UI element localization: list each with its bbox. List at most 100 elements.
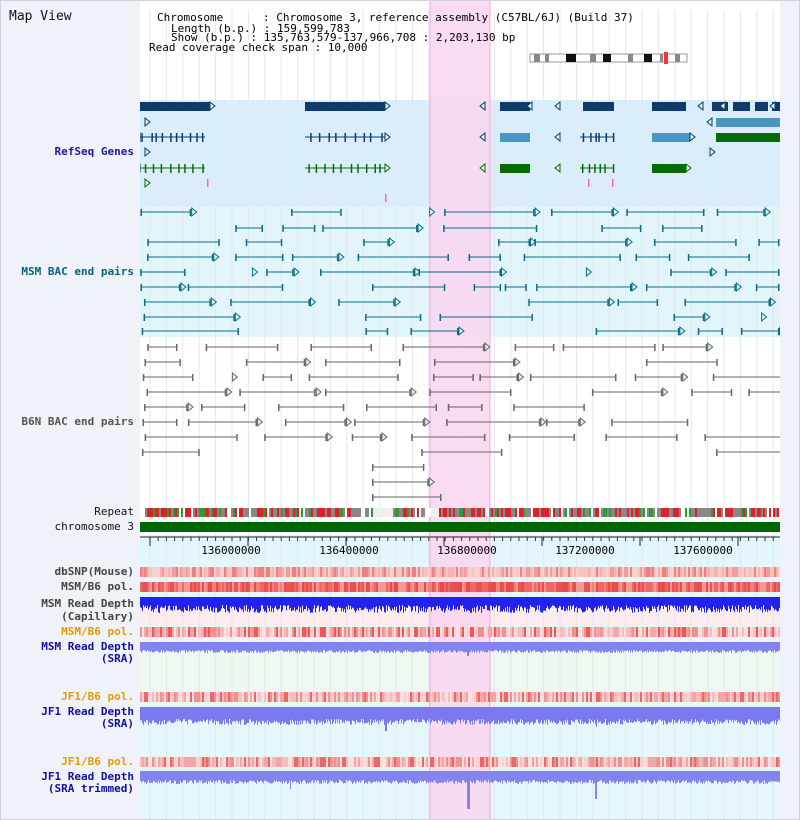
- repeat-segment: [207, 508, 209, 517]
- heat-cell: [142, 757, 144, 767]
- depth-bar: [512, 771, 513, 782]
- heat-cell: [358, 627, 360, 637]
- heat-cell: [162, 627, 164, 637]
- heat-cell: [402, 757, 404, 767]
- depth-bar: [611, 642, 612, 653]
- depth-bar: [523, 771, 524, 782]
- depth-bar: [332, 771, 333, 781]
- depth-bar: [208, 707, 209, 725]
- heat-cell: [582, 757, 584, 767]
- depth-bar: [219, 597, 220, 612]
- heat-cell: [702, 567, 704, 577]
- depth-bar: [164, 771, 165, 782]
- depth-bar: [422, 642, 423, 652]
- heat-cell: [562, 567, 564, 577]
- heat-cell: [658, 627, 660, 637]
- heat-cell: [752, 582, 754, 592]
- heat-cell: [530, 757, 532, 767]
- depth-bar: [268, 642, 269, 653]
- repeat-segment: [235, 508, 237, 517]
- strand-arrow: [410, 386, 418, 398]
- heat-cell: [676, 567, 678, 577]
- heat-cell: [560, 582, 562, 592]
- map-canvas[interactable]: 136000000 136400000 136800000 137200000 1376…: [140, 0, 780, 820]
- heat-cell: [330, 757, 332, 767]
- bac-end: [412, 269, 415, 276]
- heat-cell: [370, 582, 372, 592]
- depth-bar: [236, 597, 237, 610]
- depth-bar: [744, 707, 745, 725]
- depth-bar: [244, 707, 245, 725]
- depth-bar: [655, 771, 656, 783]
- depth-bar: [608, 771, 609, 784]
- heat-cell: [322, 582, 324, 592]
- repeat-segment: [535, 508, 537, 517]
- heat-cell: [444, 627, 446, 637]
- depth-bar: [305, 707, 306, 721]
- depth-bar: [408, 642, 409, 652]
- bac-end: [379, 434, 382, 441]
- depth-bar: [565, 642, 566, 652]
- heat-cell: [774, 627, 776, 637]
- heat-cell: [382, 567, 384, 577]
- heat-cell: [266, 757, 268, 767]
- depth-bar: [762, 642, 763, 653]
- depth-bar: [652, 597, 653, 607]
- heat-cell: [152, 627, 154, 637]
- depth-bar: [432, 597, 433, 608]
- depth-bar: [537, 597, 538, 606]
- bac-end: [645, 284, 648, 291]
- heat-cell: [146, 757, 148, 767]
- heat-cell: [320, 627, 322, 637]
- exon: [594, 164, 596, 173]
- depth-bar: [627, 707, 628, 723]
- depth-bar: [491, 642, 492, 652]
- depth-bar: [627, 642, 628, 651]
- depth-bar: [267, 771, 268, 782]
- heat-cell: [216, 567, 218, 577]
- depth-bar: [765, 597, 766, 612]
- depth-bar: [268, 771, 269, 783]
- heat-cell: [732, 627, 734, 637]
- heat-cell: [150, 627, 152, 637]
- depth-bar: [602, 771, 603, 783]
- depth-bar: [209, 707, 210, 721]
- depth-bar: [494, 642, 495, 651]
- heat-cell: [238, 567, 240, 577]
- depth-bar: [709, 707, 710, 724]
- depth-bar: [465, 642, 466, 652]
- depth-bar: [350, 642, 351, 652]
- depth-bar: [365, 597, 366, 608]
- depth-bar: [295, 707, 296, 721]
- depth-bar: [248, 707, 249, 724]
- depth-bar: [154, 642, 155, 652]
- bac-end: [351, 434, 354, 441]
- depth-bar: [294, 771, 295, 782]
- depth-bar: [385, 597, 386, 613]
- depth-bar: [427, 642, 428, 653]
- heat-cell: [698, 692, 700, 702]
- heat-cell: [296, 692, 298, 702]
- heat-cell: [220, 627, 222, 637]
- map-plot-area[interactable]: 136000000 136400000 136800000 137200000 1376…: [140, 0, 780, 820]
- repeat-segment: [715, 508, 717, 517]
- depth-bar: [744, 642, 745, 651]
- depth-bar: [596, 642, 597, 652]
- heat-cell: [424, 567, 426, 577]
- depth-bar: [410, 707, 411, 720]
- heat-cell: [554, 582, 556, 592]
- depth-bar: [143, 642, 144, 651]
- repeat-segment: [541, 508, 543, 517]
- depth-bar: [314, 642, 315, 651]
- heat-cell: [248, 757, 250, 767]
- heat-cell: [572, 627, 574, 637]
- depth-bar: [187, 642, 188, 653]
- depth-bar: [662, 597, 663, 606]
- depth-bar: [678, 707, 679, 721]
- depth-bar: [495, 597, 496, 608]
- heat-cell: [662, 757, 664, 767]
- depth-bar: [391, 642, 392, 652]
- depth-bar: [715, 597, 716, 613]
- depth-bar: [597, 771, 598, 783]
- heat-cell: [408, 582, 410, 592]
